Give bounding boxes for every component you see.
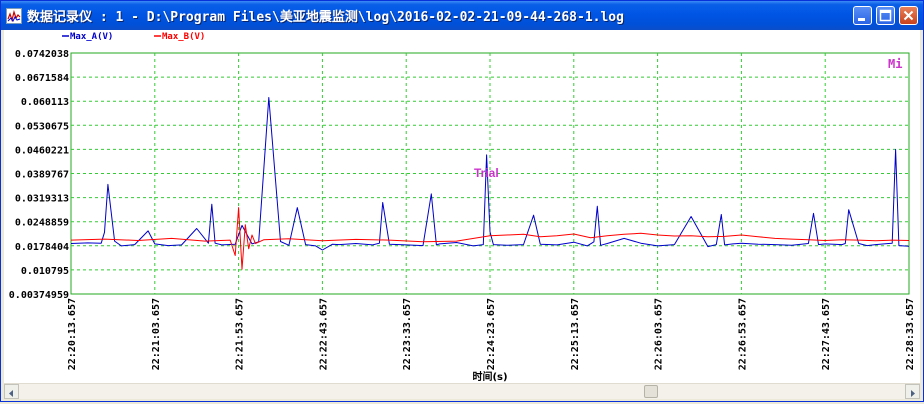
series-line-max-a [70, 97, 910, 251]
maximize-button[interactable] [876, 6, 895, 25]
y-tick-label: 0.060113 [21, 97, 69, 108]
corner-label: Mi [888, 57, 902, 71]
y-tick-label: 0.0178404 [15, 242, 69, 253]
series-line-max-b [70, 207, 910, 270]
scroll-left-icon [9, 390, 13, 397]
legend-entry-max-b: Max_B(V) [154, 32, 205, 42]
x-tick-label: 22:26:03.657 [654, 298, 665, 370]
minimize-button[interactable] [853, 6, 872, 25]
x-tick-label: 22:25:13.657 [570, 298, 581, 370]
x-tick-label: 22:21:03.657 [151, 298, 162, 370]
x-tick-label: 22:24:23.657 [486, 298, 497, 370]
legend-label-max-b: Max_B(V) [162, 32, 205, 42]
x-axis-tick-labels: 22:20:13.657 22:21:03.657 22:21:53.657 22:2… [67, 298, 916, 370]
x-tick-label: 22:27:43.657 [821, 298, 832, 370]
line-chart: Max_A(V) Max_B(V) 0.0742038 0.0671584 0.06… [9, 32, 916, 383]
chart-app-icon [6, 8, 22, 24]
horizontal-scrollbar[interactable] [4, 383, 920, 399]
y-tick-label: 0.0530675 [15, 121, 69, 132]
chart-legend: Max_A(V) Max_B(V) [62, 32, 205, 42]
y-tick-label: 0.010795 [21, 266, 69, 277]
y-tick-label: 0.0389767 [15, 170, 69, 181]
x-tick-label: 22:28:33.657 [905, 298, 916, 370]
scroll-right-button[interactable] [905, 384, 920, 399]
y-tick-label: 0.0671584 [15, 73, 69, 84]
scroll-left-button[interactable] [4, 384, 19, 399]
scroll-thumb[interactable] [644, 385, 658, 398]
x-tick-label: 22:20:13.657 [67, 298, 78, 370]
x-tick-label: 22:22:43.657 [318, 298, 329, 370]
trial-annotation: Trial [474, 166, 499, 180]
y-tick-label: 0.0248859 [15, 218, 69, 229]
close-button[interactable] [899, 6, 918, 25]
x-tick-label: 22:26:53.657 [737, 298, 748, 370]
scroll-right-icon [911, 390, 915, 397]
series-layer [70, 97, 910, 270]
y-tick-label: 0.0742038 [15, 49, 69, 60]
grid-lines [71, 53, 909, 294]
legend-entry-max-a: Max_A(V) [62, 32, 113, 42]
x-tick-label: 22:21:53.657 [235, 298, 246, 370]
maximize-icon [879, 9, 892, 22]
y-tick-label: 0.00374959 [9, 290, 69, 301]
close-icon [903, 10, 914, 21]
title-bar[interactable]: 数据记录仪 : 1 - D:\Program Files\美亚地震监测\log\… [1, 1, 923, 30]
y-axis-tick-labels: 0.0742038 0.0671584 0.060113 0.0530675 0.046… [9, 49, 69, 301]
legend-label-max-a: Max_A(V) [70, 32, 113, 42]
chart-area: Max_A(V) Max_B(V) 0.0742038 0.0671584 0.06… [4, 30, 920, 399]
y-tick-label: 0.0319313 [15, 194, 69, 205]
x-axis-title: 时间(s) [472, 370, 507, 383]
window-title: 数据记录仪 : 1 - D:\Program Files\美亚地震监测\log\… [27, 10, 624, 25]
x-tick-label: 22:23:33.657 [402, 298, 413, 370]
minimize-icon [858, 18, 865, 21]
y-tick-label: 0.0460221 [15, 145, 69, 156]
